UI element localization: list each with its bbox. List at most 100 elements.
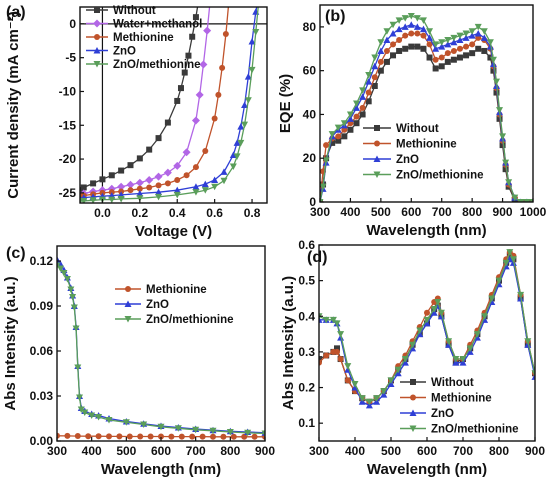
plot-frame bbox=[319, 4, 534, 203]
data-point bbox=[137, 433, 144, 440]
data-point bbox=[252, 29, 260, 36]
data-point bbox=[394, 366, 402, 374]
x-tick-label: 500 bbox=[371, 205, 391, 219]
x-tick-label: 700 bbox=[432, 205, 452, 219]
series-line-3 bbox=[319, 250, 535, 403]
data-point bbox=[80, 197, 88, 203]
legend-entry: ZnO/methionine bbox=[146, 314, 234, 326]
data-point bbox=[383, 58, 390, 65]
data-point bbox=[146, 146, 153, 153]
data-point bbox=[496, 107, 504, 114]
data-point bbox=[480, 34, 488, 41]
data-point bbox=[178, 433, 185, 440]
data-point bbox=[145, 176, 154, 185]
data-point bbox=[117, 195, 125, 203]
y-tick-label: 0 bbox=[309, 195, 316, 209]
x-tick-label: 700 bbox=[453, 444, 473, 458]
data-point bbox=[358, 395, 366, 402]
data-point bbox=[189, 33, 196, 40]
data-point bbox=[334, 345, 340, 352]
data-point bbox=[136, 190, 144, 197]
data-point bbox=[531, 370, 535, 377]
y-tick-label: -20 bbox=[59, 152, 77, 166]
data-point bbox=[475, 45, 482, 52]
data-point bbox=[155, 135, 162, 142]
data-point bbox=[233, 139, 241, 146]
data-point bbox=[492, 78, 500, 86]
data-point bbox=[181, 69, 188, 76]
x-tick-label: 800 bbox=[462, 205, 482, 219]
data-point bbox=[506, 252, 513, 259]
data-point bbox=[432, 56, 439, 63]
data-point bbox=[371, 74, 378, 81]
data-point bbox=[383, 28, 391, 35]
data-point bbox=[237, 139, 245, 147]
data-point bbox=[456, 45, 463, 52]
y-tick-label: 0.09 bbox=[30, 299, 54, 313]
data-point bbox=[377, 58, 384, 65]
data-point bbox=[452, 356, 460, 363]
data-point bbox=[395, 25, 403, 33]
data-point bbox=[322, 316, 330, 324]
data-point bbox=[329, 139, 336, 146]
legend-marker bbox=[93, 61, 101, 68]
y-tick-label: 60 bbox=[303, 64, 317, 78]
data-point bbox=[341, 133, 348, 140]
y-tick-label: 0.6 bbox=[298, 238, 315, 252]
x-tick-label: 600 bbox=[151, 444, 171, 458]
data-point bbox=[517, 199, 525, 202]
data-point bbox=[155, 188, 163, 196]
data-point bbox=[241, 101, 249, 108]
data-point bbox=[387, 377, 395, 384]
data-point bbox=[195, 90, 204, 99]
data-point bbox=[344, 363, 352, 370]
data-point bbox=[189, 433, 196, 440]
y-tick-label: -15 bbox=[59, 118, 77, 132]
data-point bbox=[177, 85, 184, 92]
data-point bbox=[450, 56, 457, 63]
data-point bbox=[77, 406, 85, 413]
data-point bbox=[517, 291, 525, 299]
data-point bbox=[108, 196, 116, 203]
data-point bbox=[432, 65, 439, 72]
plot-area bbox=[80, 7, 260, 203]
data-point bbox=[210, 433, 216, 440]
legend-entry: Water+methanol bbox=[113, 19, 202, 31]
legend-entry: ZnO bbox=[146, 299, 169, 311]
data-point bbox=[158, 433, 164, 440]
chart-panel-c: 300 400 500 600 700 800 900 0.00 0.03 0.06 0.09 0.1… bbox=[2, 245, 275, 478]
legend-entry: Without bbox=[431, 377, 474, 389]
data-point bbox=[414, 30, 421, 37]
y-tick-label: 0.03 bbox=[30, 389, 54, 403]
data-point bbox=[333, 320, 341, 327]
panel-label: (b) bbox=[325, 8, 345, 25]
data-point bbox=[323, 142, 330, 149]
data-point bbox=[389, 29, 397, 37]
data-point bbox=[408, 30, 415, 37]
data-point bbox=[81, 409, 89, 416]
data-point bbox=[220, 433, 227, 440]
data-point bbox=[168, 433, 175, 440]
data-point bbox=[511, 194, 519, 202]
data-point bbox=[450, 47, 457, 54]
data-point bbox=[334, 348, 340, 355]
data-point bbox=[426, 54, 433, 61]
legend-entry: Without bbox=[396, 123, 439, 135]
x-tick-label: 900 bbox=[255, 444, 275, 458]
data-point bbox=[505, 179, 513, 186]
data-point bbox=[373, 395, 381, 402]
data-point bbox=[122, 419, 130, 426]
data-point bbox=[466, 345, 474, 352]
x-axis-label: Wavelength (nm) bbox=[366, 222, 486, 239]
y-tick-label: 0.3 bbox=[298, 345, 315, 359]
data-point bbox=[136, 185, 143, 192]
data-point bbox=[199, 433, 206, 440]
y-axis-label: Current density (mA cm⁻²) bbox=[5, 11, 22, 198]
data-point bbox=[85, 433, 92, 440]
x-tick-label: 0.4 bbox=[169, 206, 186, 220]
data-point bbox=[353, 120, 360, 127]
data-point bbox=[438, 63, 445, 70]
y-tick-label: 0.2 bbox=[298, 381, 315, 395]
data-point bbox=[220, 177, 228, 185]
